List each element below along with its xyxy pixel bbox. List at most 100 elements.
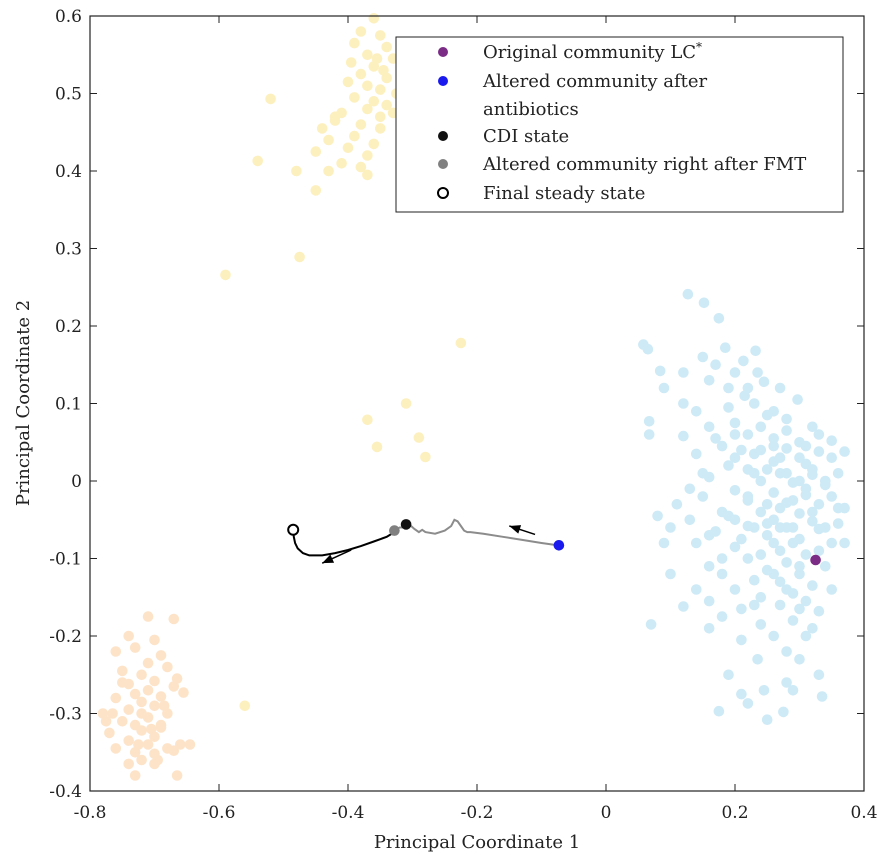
axis-tick-labels: -0.8 -0.6 -0.4 -0.2 0 0.2 0.4 -0.4 -0.3 -0.2 -0.1 0… — [49, 7, 877, 823]
data-point — [381, 41, 393, 53]
legend-box — [395, 36, 844, 213]
data-point — [123, 630, 134, 642]
data-point — [832, 518, 844, 529]
data-point — [310, 185, 322, 196]
data-point — [362, 169, 373, 181]
legend-entry: CDI state — [438, 126, 569, 147]
data-point — [723, 402, 734, 413]
data-point — [691, 448, 702, 460]
legend-label: CDI state — [483, 126, 569, 147]
data-point — [294, 251, 305, 263]
data-point — [162, 661, 173, 673]
data-point — [794, 603, 805, 615]
data-point — [104, 727, 115, 739]
data-point — [678, 398, 689, 409]
direction-arrow — [509, 525, 536, 536]
legend-marker — [438, 76, 448, 86]
data-point — [671, 499, 683, 510]
data-point — [375, 84, 386, 95]
data-point — [642, 343, 654, 355]
data-point — [713, 705, 725, 717]
data-point — [761, 464, 773, 475]
data-point — [774, 576, 786, 588]
data-point — [703, 623, 715, 634]
data-point — [698, 297, 710, 309]
data-point — [807, 506, 818, 518]
data-point — [643, 416, 655, 427]
data-point — [184, 739, 196, 750]
data-point — [792, 394, 803, 405]
data-point — [658, 537, 670, 549]
data-point — [749, 398, 760, 409]
data-point — [826, 491, 837, 502]
data-point — [716, 506, 728, 518]
data-point — [155, 719, 167, 731]
data-point — [136, 708, 147, 719]
data-point — [168, 613, 180, 625]
legend-label: Final steady state — [483, 183, 645, 204]
data-point — [781, 584, 792, 595]
data-point — [123, 735, 134, 746]
data-point — [729, 452, 741, 464]
data-point — [742, 698, 754, 709]
data-point — [826, 584, 837, 595]
data-point — [684, 483, 696, 495]
data-point — [136, 725, 147, 736]
legend-entry: Original community LC* — [438, 40, 702, 63]
data-point — [110, 646, 122, 657]
x-tick-label: -0.8 — [74, 803, 107, 823]
data-point — [755, 549, 767, 560]
altered-community-after-fmt-marker — [389, 525, 400, 536]
data-point — [413, 432, 425, 443]
y-tick-label: 0 — [71, 472, 82, 492]
data-point — [729, 584, 741, 595]
data-point — [755, 592, 767, 603]
data-point — [155, 650, 167, 661]
data-point — [768, 433, 779, 444]
data-point — [807, 623, 818, 634]
data-point — [758, 376, 770, 388]
data-point — [820, 561, 831, 572]
data-point — [316, 123, 328, 134]
data-point — [142, 657, 154, 669]
data-point — [820, 475, 831, 487]
x-tick-label: -0.4 — [332, 803, 365, 823]
data-point — [800, 549, 812, 560]
y-tick-label: 0.3 — [55, 240, 82, 260]
data-point — [123, 758, 134, 770]
data-point — [710, 359, 721, 371]
y-tick-label: -0.4 — [49, 782, 82, 802]
x-axis-title: Principal Coordinate 1 — [374, 832, 580, 853]
cdi-state-marker — [400, 519, 412, 530]
cluster-1 — [638, 288, 850, 725]
altered-community-after-antibiotics-marker — [553, 540, 565, 551]
data-point — [368, 61, 380, 72]
data-point — [826, 435, 837, 447]
data-point — [678, 601, 689, 612]
data-point — [349, 130, 360, 142]
data-point — [781, 443, 792, 454]
data-point — [800, 595, 812, 607]
data-point — [371, 441, 383, 453]
data-point — [678, 430, 689, 442]
data-point — [794, 452, 805, 464]
data-point — [142, 739, 154, 750]
data-point — [742, 553, 754, 564]
x-tick-label: -0.2 — [461, 803, 494, 823]
data-point — [729, 514, 741, 526]
data-point — [149, 634, 160, 646]
data-point — [807, 516, 818, 527]
data-point — [171, 770, 183, 781]
data-point — [654, 365, 666, 377]
data-point — [123, 704, 134, 715]
data-point — [362, 80, 373, 92]
legend-marker — [438, 47, 448, 57]
data-point — [781, 468, 792, 479]
data-point — [807, 421, 818, 433]
data-point — [158, 700, 170, 712]
data-point — [149, 700, 160, 712]
data-point — [768, 568, 779, 580]
data-point — [703, 375, 715, 386]
legend-label: Altered community after — [482, 71, 708, 92]
data-point — [455, 337, 467, 349]
